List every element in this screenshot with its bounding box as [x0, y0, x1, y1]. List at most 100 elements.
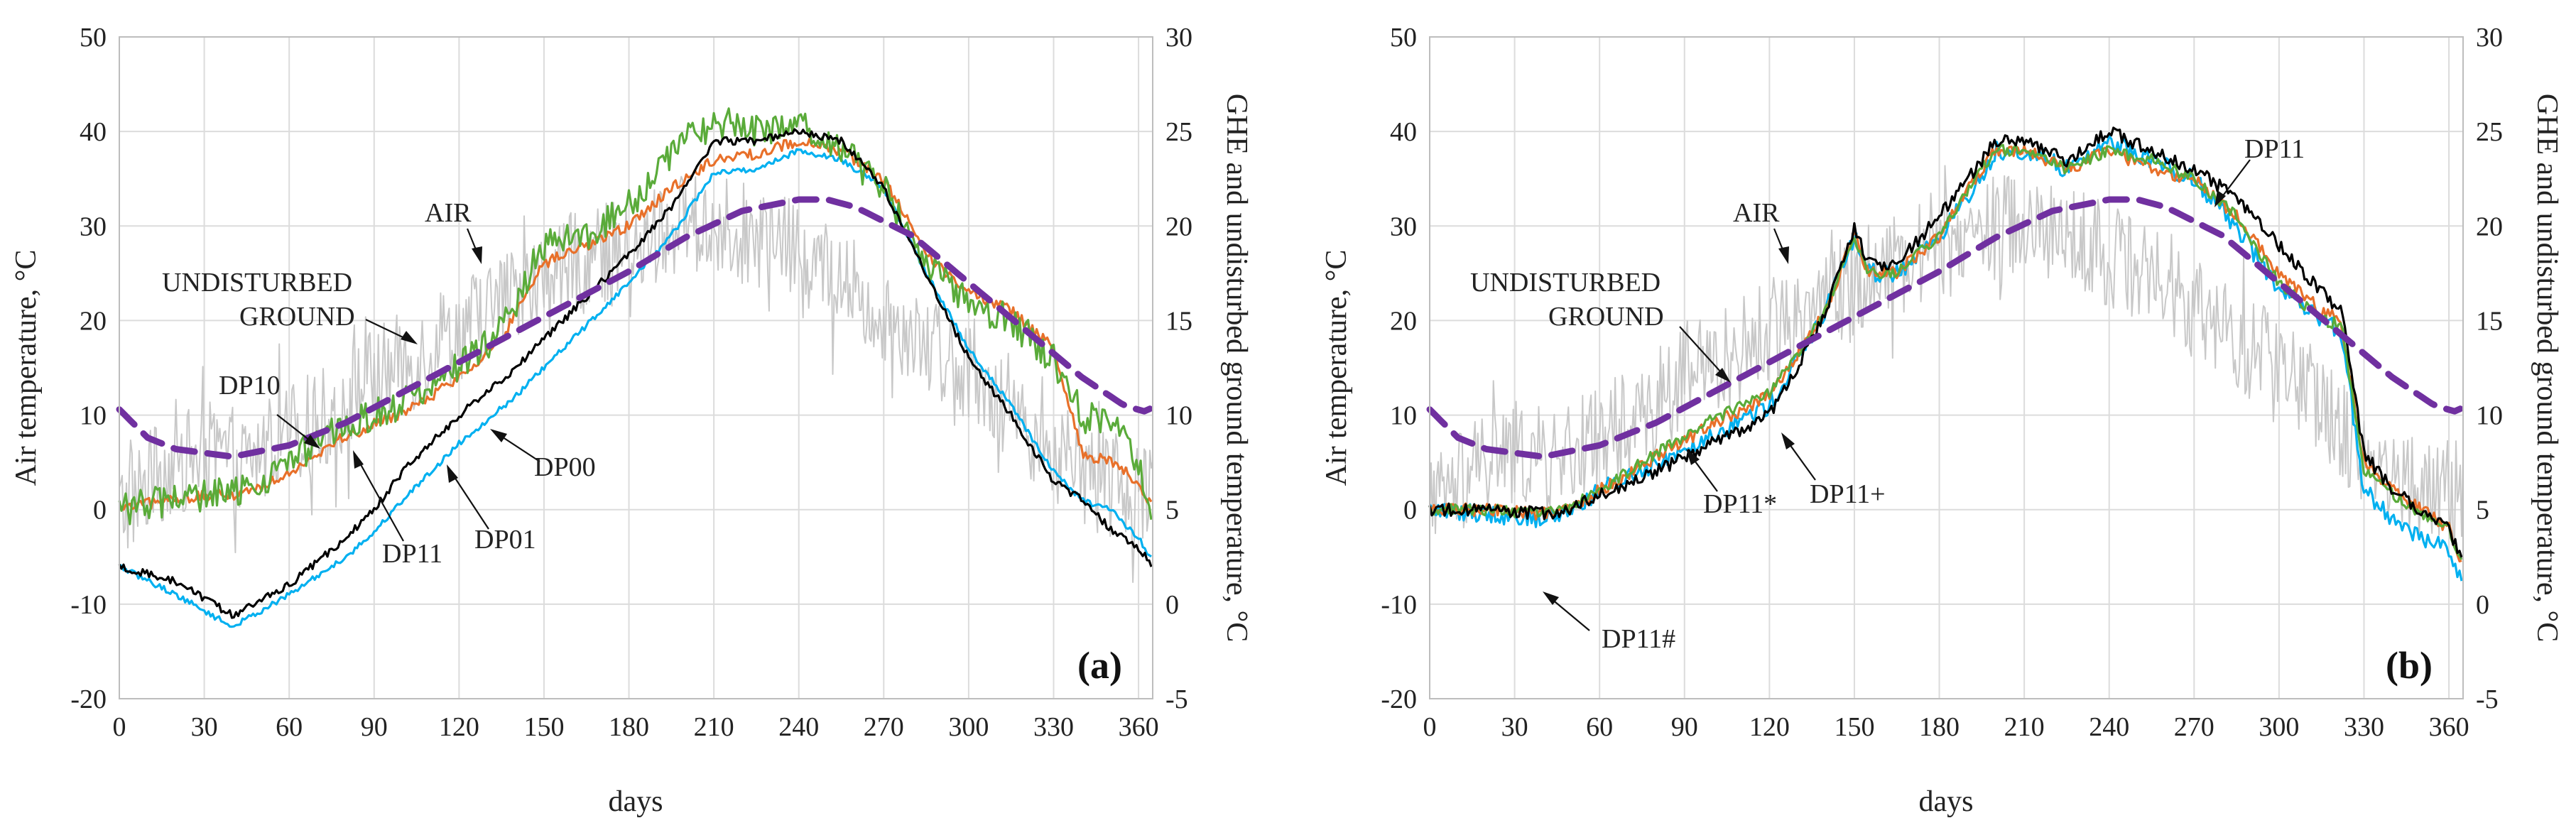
panel-a-dp11-label: DP11 — [382, 539, 442, 569]
panel-b-arrowheads — [1543, 190, 2226, 605]
panel-b-y-right-tick-label: 20 — [2476, 212, 2503, 241]
panel-b-dp11star-arrowhead — [1686, 449, 1700, 465]
panel-a-dp00-arrowhead — [490, 429, 507, 442]
panel-b-y-left-tick-label: 0 — [1403, 496, 1417, 525]
panel-a-ground-series — [116, 196, 1153, 460]
panel-a-x-tick-label: 0 — [113, 712, 126, 742]
panel-b-ground-label-1: UNDISTURBED — [1470, 268, 1661, 298]
panel-a-series-dp10 — [118, 107, 1153, 525]
panel-b-x-tick-label: 30 — [1501, 712, 1528, 742]
panel-b-x-tick-label: 0 — [1423, 712, 1437, 742]
panel-b-y-left-tick-label: -20 — [1381, 685, 1417, 714]
panel-a-ground-arrowhead — [401, 331, 418, 344]
panel-a-y-left-tick-label: 20 — [80, 306, 107, 336]
panel-a-dp10-label: DP10 — [219, 371, 281, 400]
panel-b-series-air — [1429, 165, 2464, 540]
panel-b-y-right-tick-label: 10 — [2476, 401, 2503, 431]
panel-b-ground-label-2: GROUND — [1548, 302, 1664, 332]
panel-a-series-undisturbed-ground — [116, 196, 1153, 460]
panel-b-y-left-tick-label: 50 — [1390, 23, 1417, 53]
panel-b-ticks: 0 30 60 90 120 150 180 210 240 270 300 330 360-20-10… — [1381, 23, 2503, 742]
panel-a-y-left-tick-label: 30 — [80, 212, 107, 241]
panel-a-y-right-tick-label: 15 — [1165, 306, 1192, 336]
panel-b-ground-series — [1426, 196, 2464, 460]
panel-b-x-tick-label: 150 — [1834, 712, 1874, 742]
panel-b-y-left-tick-label: 30 — [1390, 212, 1417, 241]
panel-a-x-tick-label: 240 — [778, 712, 819, 742]
panel-b: 0 30 60 90 120 150 180 210 240 270 300 330 360-20-10… — [1320, 23, 2563, 818]
panel-b-y-left-tick-label: -10 — [1381, 590, 1417, 620]
panel-b-dp11hash-label: DP11# — [1602, 624, 1675, 654]
panel-b-y-right-tick-label: 0 — [2476, 590, 2489, 620]
panel-a-series-dp11 — [118, 128, 1153, 619]
panel-b-dp11plus-arrowhead — [1781, 432, 1795, 449]
panel-a-y-left-tick-label: 40 — [80, 117, 107, 147]
panel-a-air-arrowhead — [472, 246, 482, 264]
panel-a-x-tick-label: 360 — [1119, 712, 1159, 742]
panel-b-dp11-arrowhead — [2214, 190, 2226, 207]
panel-b-y-right-tick-label: 5 — [2476, 496, 2489, 525]
panel-b-x-tick-label: 360 — [2429, 712, 2469, 742]
panel-a-ticks: 0 30 60 90 120 150 180 210 240 270 300 330 360-20-10… — [70, 23, 1192, 742]
panel-b-x-tick-label: 330 — [2344, 712, 2384, 742]
panel-a-x-tick-label: 210 — [694, 712, 734, 742]
panel-a-air-label: AIR — [425, 198, 472, 228]
panel-b-dp11plus-label: DP11+ — [1810, 479, 1886, 509]
panel-b-dp11-label: DP11 — [2244, 134, 2305, 164]
panel-a-ground-label-2: GROUND — [239, 302, 355, 332]
panel-b-x-tick-label: 240 — [2089, 712, 2129, 742]
panel-a-y-right-tick-label: -5 — [1165, 685, 1188, 714]
panel-b-x-title: days — [1919, 785, 1974, 818]
panel-a-y-left-tick-label: -20 — [70, 685, 107, 714]
panel-b-air-arrowhead — [1778, 246, 1789, 264]
panel-b-dp11star-label: DP11* — [1703, 489, 1777, 519]
panel-a-x-tick-label: 30 — [191, 712, 218, 742]
panel-b-y-right-tick-label: -5 — [2476, 685, 2499, 714]
panel-a-series-dp01 — [119, 137, 1153, 511]
panel-b-air-series — [1429, 165, 2464, 540]
panel-a-arrowheads — [304, 246, 507, 483]
panel-a-y-right-tick-label: 10 — [1165, 401, 1192, 431]
panel-a-y-left-tick-label: -10 — [70, 590, 107, 620]
panel-b-ground-arrowhead — [1715, 368, 1731, 383]
panel-b-x-tick-label: 180 — [1919, 712, 1960, 742]
panel-b-ground-arrow — [1679, 326, 1728, 380]
panel-a-y-right-title: GHE and undisturbed ground temperature, … — [1220, 94, 1253, 643]
panel-a-dp01-label: DP01 — [474, 525, 536, 555]
panel-b-y-left-title: Air temperature, °C — [1320, 250, 1353, 486]
panel-b-x-tick-label: 210 — [2004, 712, 2045, 742]
panel-b-plot-frame — [1429, 36, 2464, 699]
panel-b-y-left-tick-label: 20 — [1390, 306, 1417, 336]
panel-b-ghe-series — [1428, 126, 2463, 582]
panel-b-series-dp11 — [1428, 126, 2463, 558]
panel-a-dp10-arrowhead — [304, 435, 320, 449]
panel-a: 0 30 60 90 120 150 180 210 240 270 300 330 360-20-10… — [10, 23, 1253, 818]
panel-a-x-tick-label: 90 — [361, 712, 388, 742]
panel-a-y-left-tick-label: 0 — [93, 496, 107, 525]
panel-a-y-left-title: Air temperature, °C — [10, 250, 43, 486]
panel-a-label: (a) — [1077, 644, 1122, 687]
panel-a-series-dp00 — [119, 148, 1152, 628]
panel-a-x-tick-label: 60 — [276, 712, 303, 742]
panel-a-grid — [119, 36, 1153, 699]
panel-a-dp11-arrow — [354, 454, 404, 542]
panel-a-y-right-tick-label: 25 — [1165, 117, 1192, 147]
panel-b-y-right-tick-label: 30 — [2476, 23, 2503, 53]
panel-a-y-right-tick-label: 20 — [1165, 212, 1192, 241]
panel-a-x-tick-label: 330 — [1033, 712, 1074, 742]
panel-a-x-tick-label: 270 — [864, 712, 904, 742]
panel-a-dp01-arrowhead — [447, 464, 458, 483]
panel-b-series-undisturbed-ground — [1426, 196, 2464, 460]
panel-a-y-left-tick-label: 50 — [80, 23, 107, 53]
panel-a-ground-label-1: UNDISTURBED — [162, 268, 352, 298]
panel-b-y-right-title: GHE and undisturbed ground temperature, … — [2531, 94, 2563, 643]
panel-b-y-right-tick-label: 25 — [2476, 117, 2503, 147]
panel-b-air-label: AIR — [1733, 198, 1780, 228]
panel-a-y-right-tick-label: 5 — [1165, 496, 1179, 525]
panel-a-x-tick-label: 150 — [523, 712, 564, 742]
panel-a-dp00-label: DP00 — [534, 452, 596, 482]
panel-a-x-tick-label: 180 — [609, 712, 649, 742]
panel-b-x-tick-label: 120 — [1749, 712, 1790, 742]
panel-a-dp11-arrowhead — [353, 450, 364, 469]
